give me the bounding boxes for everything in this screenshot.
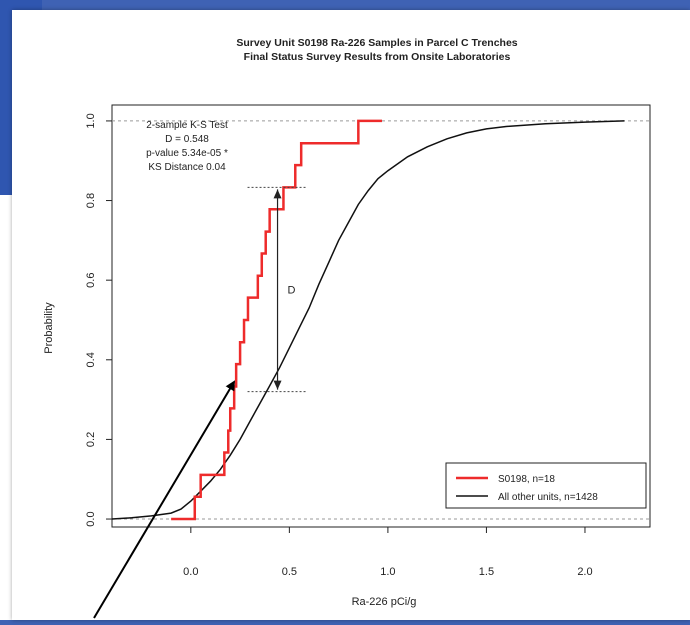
figure-panel: Survey Unit S0198 Ra-226 Samples in Parc… bbox=[12, 10, 690, 620]
x-tick-label: 1.5 bbox=[479, 566, 494, 578]
ks-stats-line: D = 0.548 bbox=[165, 134, 209, 145]
legend: S0198, n=18 All other units, n=1428 bbox=[445, 462, 647, 509]
y-axis-label: Probability bbox=[43, 302, 55, 354]
chart-subtitle: Final Status Survey Results from Onsite … bbox=[244, 51, 511, 63]
x-tick-label: 0.0 bbox=[183, 566, 198, 578]
chart-title: Survey Unit S0198 Ra-226 Samples in Parc… bbox=[236, 37, 517, 49]
legend-label-s0198: S0198, n=18 bbox=[498, 474, 555, 485]
ks-stats-line: KS Distance 0.04 bbox=[148, 162, 226, 173]
legend-label-all-other-units: All other units, n=1428 bbox=[498, 492, 598, 503]
x-tick-label: 1.0 bbox=[380, 566, 395, 578]
plot-frame bbox=[111, 104, 651, 528]
legend-box bbox=[445, 462, 647, 509]
ecdf-chart: Survey Unit S0198 Ra-226 Samples in Parc… bbox=[43, 37, 651, 608]
series-all-other-units bbox=[111, 120, 625, 520]
y-axis: 0.0 0.2 0.4 0.6 0.8 1.0 bbox=[85, 113, 112, 527]
y-tick-label: 1.0 bbox=[85, 113, 97, 128]
pointer-arrow bbox=[93, 380, 236, 619]
ks-arrowhead-top bbox=[273, 189, 282, 199]
x-tick-label: 2.0 bbox=[577, 566, 592, 578]
x-axis: 0.0 0.5 1.0 1.5 2.0 bbox=[183, 527, 593, 578]
y-tick-label: 0.4 bbox=[85, 352, 97, 367]
y-tick-label: 0.0 bbox=[85, 511, 97, 526]
y-tick-label: 0.2 bbox=[85, 432, 97, 447]
ks-arrowhead-bottom bbox=[273, 380, 282, 390]
ks-distance-annotation: D bbox=[247, 186, 308, 393]
y-tick-label: 0.6 bbox=[85, 273, 97, 288]
ks-distance-label: D bbox=[288, 285, 296, 297]
ks-stats-line: 2-sample K-S Test bbox=[146, 120, 228, 131]
x-tick-label: 0.5 bbox=[282, 566, 297, 578]
y-tick-label: 0.8 bbox=[85, 193, 97, 208]
series-line bbox=[111, 120, 625, 520]
x-axis-label: Ra-226 pCi/g bbox=[352, 596, 417, 608]
ks-stats-box: 2-sample K-S Test D = 0.548 p-value 5.34… bbox=[146, 120, 228, 173]
ks-stats-line: p-value 5.34e-05 * bbox=[146, 148, 228, 159]
